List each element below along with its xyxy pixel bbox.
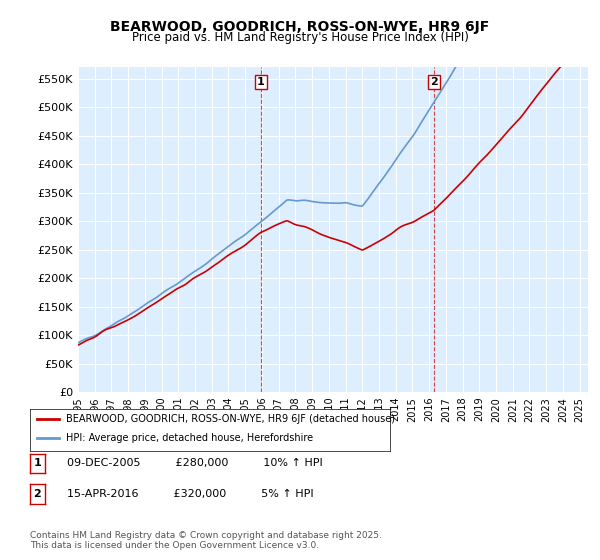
Text: 2: 2 <box>34 489 41 499</box>
Text: 09-DEC-2005          £280,000          10% ↑ HPI: 09-DEC-2005 £280,000 10% ↑ HPI <box>60 458 323 468</box>
Text: Price paid vs. HM Land Registry's House Price Index (HPI): Price paid vs. HM Land Registry's House … <box>131 31 469 44</box>
Text: 15-APR-2016          £320,000          5% ↑ HPI: 15-APR-2016 £320,000 5% ↑ HPI <box>60 489 314 499</box>
Text: Contains HM Land Registry data © Crown copyright and database right 2025.
This d: Contains HM Land Registry data © Crown c… <box>30 530 382 550</box>
Text: BEARWOOD, GOODRICH, ROSS-ON-WYE, HR9 6JF (detached house): BEARWOOD, GOODRICH, ROSS-ON-WYE, HR9 6JF… <box>66 414 395 424</box>
Text: 1: 1 <box>34 459 41 468</box>
Text: 1: 1 <box>257 77 265 87</box>
Text: BEARWOOD, GOODRICH, ROSS-ON-WYE, HR9 6JF: BEARWOOD, GOODRICH, ROSS-ON-WYE, HR9 6JF <box>110 20 490 34</box>
Text: HPI: Average price, detached house, Herefordshire: HPI: Average price, detached house, Here… <box>66 433 313 443</box>
Text: 2: 2 <box>430 77 438 87</box>
